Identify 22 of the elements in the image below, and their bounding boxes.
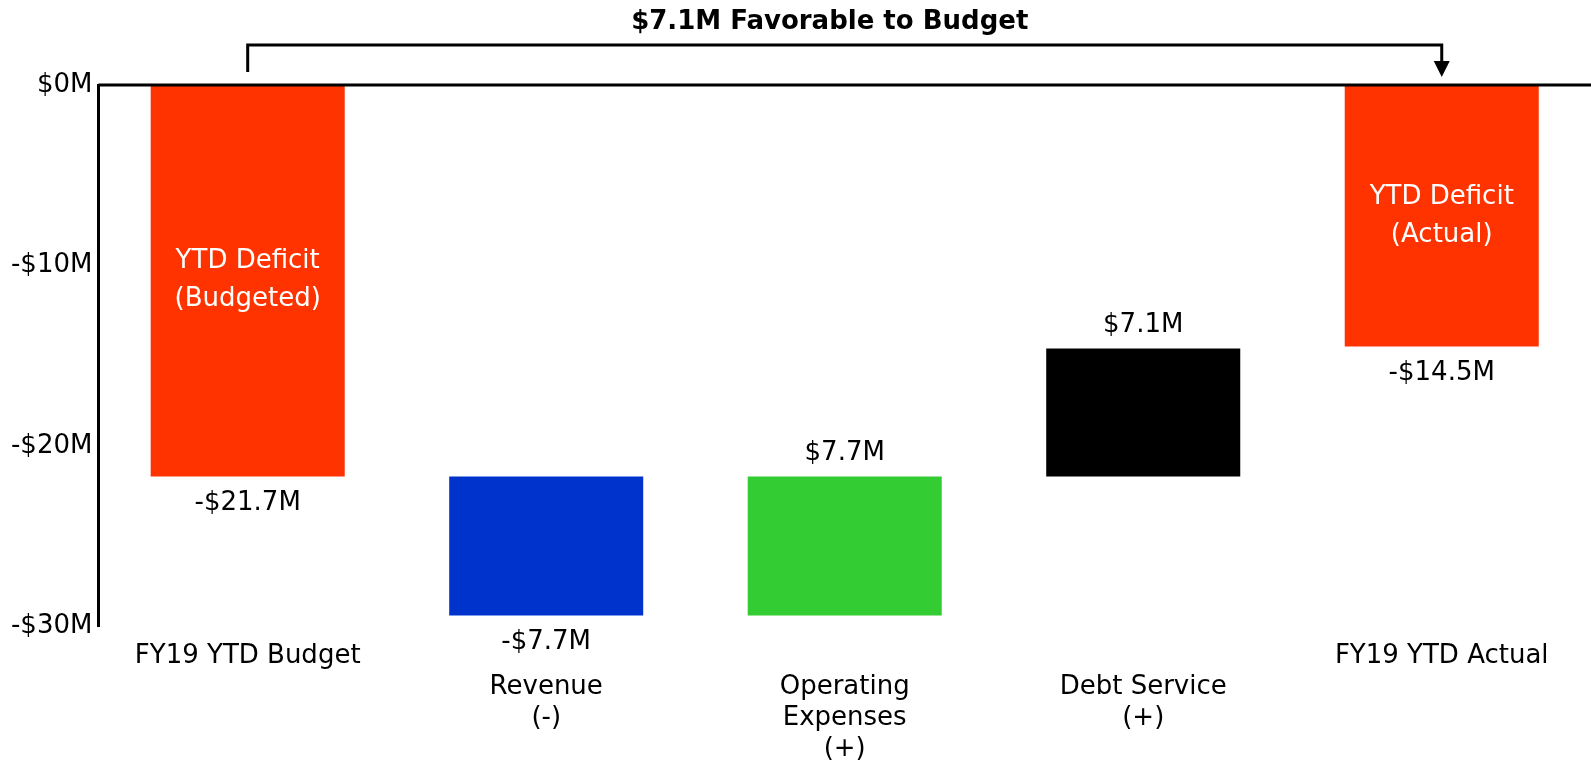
y-tick-label: -$10M bbox=[10, 248, 93, 279]
bar bbox=[449, 476, 644, 616]
bar bbox=[1046, 348, 1241, 477]
text: $7.1M Favorable to Budget bbox=[631, 4, 1029, 35]
x-tick-label: Revenue (-) bbox=[489, 669, 603, 731]
y-tick-label: $0M bbox=[36, 67, 93, 98]
data-label: -$14.5M bbox=[1388, 356, 1495, 387]
x-tick-label: Debt Service (+) bbox=[1059, 669, 1227, 731]
bar bbox=[1344, 85, 1539, 347]
data-label: -$21.7M bbox=[194, 486, 301, 517]
x-tick-label: Operating Expenses (+) bbox=[779, 669, 910, 763]
annotation: YTD Deficit (Budgeted) bbox=[174, 244, 321, 313]
bar bbox=[150, 85, 345, 477]
bar bbox=[747, 476, 942, 616]
y-tick-label: -$20M bbox=[10, 428, 93, 459]
annotation: YTD Deficit (Actual) bbox=[1368, 179, 1514, 248]
x-tick-label: FY19 YTD Budget bbox=[134, 638, 361, 669]
x-tick-label: FY19 YTD Actual bbox=[1334, 638, 1549, 669]
y-tick-label: -$30M bbox=[10, 608, 93, 639]
data-label: $7.7M bbox=[804, 436, 885, 467]
data-label: -$7.7M bbox=[501, 625, 592, 656]
data-label: $7.1M bbox=[1103, 308, 1184, 339]
